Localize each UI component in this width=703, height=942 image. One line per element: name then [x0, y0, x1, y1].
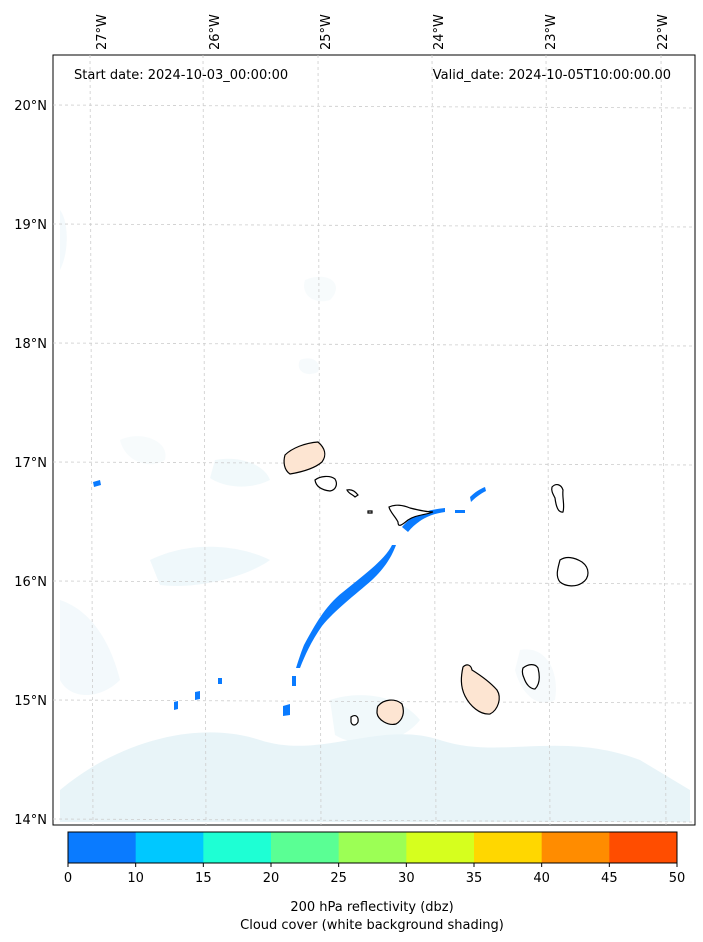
colorbar-tick-label: 0 — [64, 871, 72, 886]
colorbar-tick-label: 35 — [466, 871, 483, 886]
colorbar-tick-label: 40 — [533, 871, 550, 886]
colorbar-swatch-8 — [609, 832, 678, 863]
colorbar-swatch-6 — [474, 832, 543, 863]
island-boa-vista — [556, 556, 589, 587]
island-fogo — [376, 699, 404, 725]
longitude-labels: 27°W 26°W 25°W 24°W 23°W 22°W — [95, 14, 671, 50]
colorbar-tick-label: 15 — [195, 871, 212, 886]
lon-label-23w: 23°W — [544, 14, 559, 50]
colorbar-swatches — [68, 832, 678, 863]
colorbar: 0 10 15 20 25 30 35 40 45 50 200 hPa reflectivity… — [64, 831, 685, 933]
island-sao-vicente — [314, 475, 337, 492]
colorbar-swatch-2 — [203, 832, 272, 863]
islands — [283, 441, 589, 726]
lat-label-20n: 20°N — [14, 99, 47, 114]
lat-label-14n: 14°N — [14, 813, 47, 828]
colorbar-tick-label: 50 — [669, 871, 686, 886]
colorbar-swatch-1 — [135, 832, 204, 863]
gridlines — [52, 54, 696, 826]
colorbar-title: 200 hPa reflectivity (dbz) — [290, 900, 453, 915]
start-date-label: Start date: 2024-10-03_00:00:00 — [74, 68, 288, 83]
colorbar-tick-label: 45 — [601, 871, 618, 886]
lat-label-19n: 19°N — [14, 218, 47, 233]
lon-label-22w: 22°W — [656, 14, 671, 50]
lat-label-15n: 15°N — [14, 694, 47, 709]
colorbar-subtitle: Cloud cover (white background shading) — [240, 918, 504, 933]
island-sao-nicolau — [388, 504, 434, 526]
colorbar-tick-label: 20 — [263, 871, 280, 886]
lat-label-17n: 17°N — [14, 456, 47, 471]
colorbar-tick-label: 25 — [330, 871, 347, 886]
colorbar-swatch-3 — [271, 832, 340, 863]
valid-date-label: Valid_date: 2024-10-05T10:00:00.00 — [433, 68, 671, 83]
island-santiago — [460, 664, 500, 715]
colorbar-swatch-7 — [541, 832, 610, 863]
lat-label-16n: 16°N — [14, 575, 47, 590]
colorbar-tick-label: 30 — [398, 871, 415, 886]
lon-label-25w: 25°W — [319, 14, 334, 50]
lat-label-18n: 18°N — [14, 337, 47, 352]
island-sal — [551, 484, 565, 513]
colorbar-swatch-5 — [406, 832, 475, 863]
reflectivity-band — [93, 480, 486, 716]
colorbar-swatch-4 — [338, 832, 407, 863]
island-maio — [521, 664, 540, 690]
lon-label-24w: 24°W — [432, 14, 447, 50]
colorbar-swatch-0 — [68, 832, 137, 863]
island-santo-antao — [283, 441, 326, 475]
colorbar-ticks: 0 10 15 20 25 30 35 40 45 50 — [64, 863, 685, 886]
island-raso — [367, 510, 373, 514]
map-panel: Start date: 2024-10-03_00:00:00 Valid_da… — [52, 54, 696, 826]
latitude-labels: 20°N 19°N 18°N 17°N 16°N 15°N 14°N — [14, 99, 47, 828]
colorbar-frame — [67, 831, 678, 864]
colorbar-tick-label: 10 — [127, 871, 144, 886]
lon-label-27w: 27°W — [95, 14, 110, 50]
island-santa-luzia — [346, 489, 359, 498]
island-brava — [350, 715, 359, 726]
lon-label-26w: 26°W — [208, 14, 223, 50]
